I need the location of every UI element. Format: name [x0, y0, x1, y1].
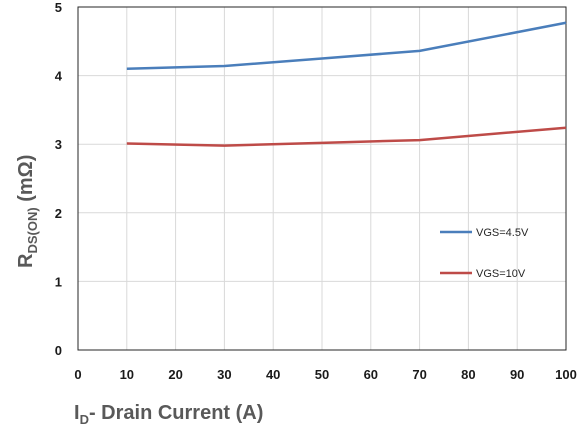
- x-tick-label: 60: [364, 367, 378, 382]
- y-tick-label: 5: [55, 0, 62, 15]
- y-axis-title-rest: (mΩ): [15, 155, 37, 208]
- series-line: [126, 126, 567, 147]
- x-axis-title-subscript: D: [80, 412, 89, 427]
- y-axis-title: RDS(ON) (mΩ): [15, 155, 40, 268]
- x-tick-label: 90: [510, 367, 524, 382]
- x-tick-label: 100: [555, 367, 577, 382]
- y-tick-label: 0: [55, 343, 62, 358]
- series-line: [126, 21, 567, 70]
- series-lines: [126, 21, 567, 147]
- x-tick-label: 20: [168, 367, 182, 382]
- x-tick-label: 80: [461, 367, 475, 382]
- x-tick-labels: 0 10 20 30 40 50 60 70 80 90 100: [74, 367, 576, 382]
- y-tick-label: 1: [55, 274, 62, 289]
- x-tick-label: 40: [266, 367, 280, 382]
- legend-label: VGS=10V: [476, 268, 526, 280]
- y-tick-label: 2: [55, 206, 62, 221]
- plot-area-frame: [77, 6, 567, 351]
- x-axis-title-main: I: [74, 402, 80, 424]
- x-tick-label: 70: [412, 367, 426, 382]
- legend: VGS=4.5V VGS=10V: [440, 227, 529, 280]
- legend-label: VGS=4.5V: [476, 227, 529, 239]
- y-axis-title-subscript: DS(ON): [25, 207, 40, 253]
- x-tick-label: 50: [315, 367, 329, 382]
- x-axis-title-rest: - Drain Current (A): [89, 402, 263, 424]
- y-axis-title-main: R: [15, 253, 37, 268]
- y-tick-label: 3: [55, 137, 62, 152]
- x-tick-label: 0: [74, 367, 81, 382]
- x-tick-label: 30: [217, 367, 231, 382]
- y-tick-labels: 0 1 2 3 4 5: [55, 0, 63, 358]
- x-axis-title: ID- Drain Current (A): [74, 402, 263, 427]
- y-tick-label: 4: [55, 69, 63, 84]
- x-tick-label: 10: [120, 367, 134, 382]
